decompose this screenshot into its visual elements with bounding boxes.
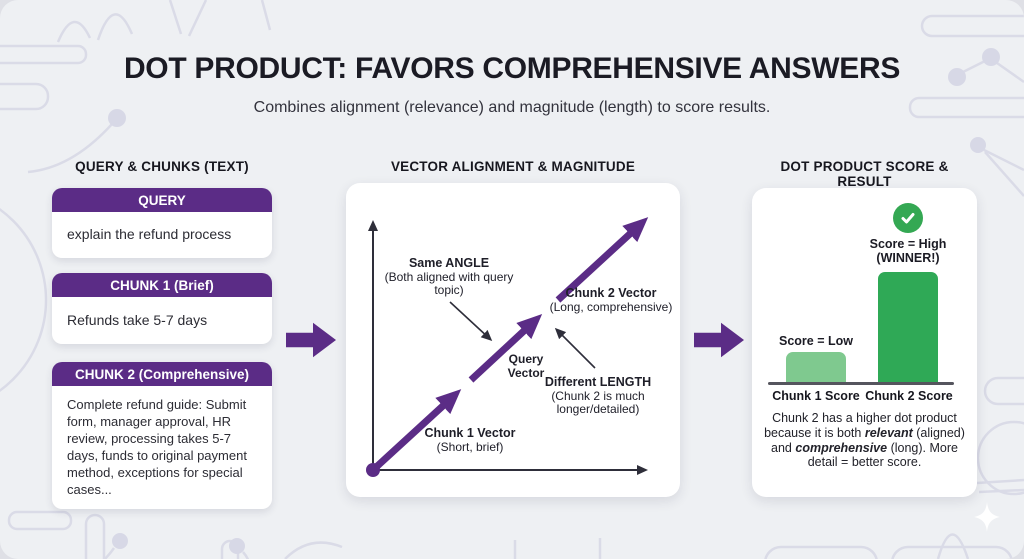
chunk1-vector-arrow — [370, 389, 462, 473]
chunk1-vector-label: Chunk 1 Vector (Short, brief) — [424, 426, 516, 454]
different-length-pointer-arrow — [554, 327, 596, 369]
vector-diagram-panel: Same ANGLE (Both aligned with query topi… — [346, 183, 680, 497]
chunk2-score-axis-label: Chunk 2 Score — [865, 389, 953, 403]
score-low-label: Score = Low — [779, 334, 853, 348]
chart-baseline — [768, 382, 954, 385]
chunk2-vector-label: Chunk 2 Vector (Long, comprehensive) — [549, 286, 673, 314]
chunk2-vector-arrow — [555, 217, 649, 303]
page-subtitle: Combines alignment (relevance) and magni… — [253, 99, 771, 116]
chunk2-card: CHUNK 2 (Comprehensive) Complete refund … — [52, 362, 272, 509]
query-vector-label: Query Vector — [507, 352, 545, 380]
chunk1-card-body: Refunds take 5-7 days — [67, 311, 208, 328]
chunk1-score-bar — [786, 352, 846, 382]
score-high-label: Score = High (WINNER!) — [869, 237, 947, 265]
origin-dot — [366, 463, 380, 477]
winner-check-icon — [893, 203, 923, 233]
different-length-label: Different LENGTH (Chunk 2 is much longer… — [544, 375, 652, 416]
query-card-body: explain the refund process — [67, 226, 232, 242]
query-card: QUERY explain the refund process — [52, 188, 272, 258]
query-card-title: QUERY — [52, 188, 272, 212]
chunk1-card-title: CHUNK 1 (Brief) — [52, 273, 272, 297]
chunk1-card: CHUNK 1 (Brief) Refunds take 5-7 days — [52, 273, 272, 344]
chunk2-score-bar — [878, 272, 938, 382]
text-column-heading: QUERY & CHUNKS (TEXT) — [75, 159, 249, 174]
vector-diagram — [366, 217, 649, 477]
flow-arrow-icon — [286, 322, 336, 358]
sparkle-icon — [974, 502, 1000, 532]
vector-column-heading: VECTOR ALIGNMENT & MAGNITUDE — [390, 159, 636, 174]
same-angle-pointer-arrow — [449, 301, 493, 342]
score-column-heading: DOT PRODUCT SCORE & RESULT — [780, 159, 949, 189]
score-result-panel: Score = High (WINNER!) Score = Low Chunk… — [752, 188, 977, 497]
chunk2-card-body: Complete refund guide: Submit form, mana… — [67, 397, 247, 497]
chunk1-score-axis-label: Chunk 1 Score — [772, 389, 860, 403]
flow-arrow-icon — [694, 322, 744, 358]
chunk2-card-title: CHUNK 2 (Comprehensive) — [52, 362, 272, 386]
conclusion-text: Chunk 2 has a higher dot product because… — [764, 411, 965, 470]
query-vector-arrow — [468, 314, 543, 383]
page-title: DOT PRODUCT: FAVORS COMPREHENSIVE ANSWER… — [123, 52, 901, 85]
same-angle-label: Same ANGLE (Both aligned with query topi… — [384, 256, 514, 297]
